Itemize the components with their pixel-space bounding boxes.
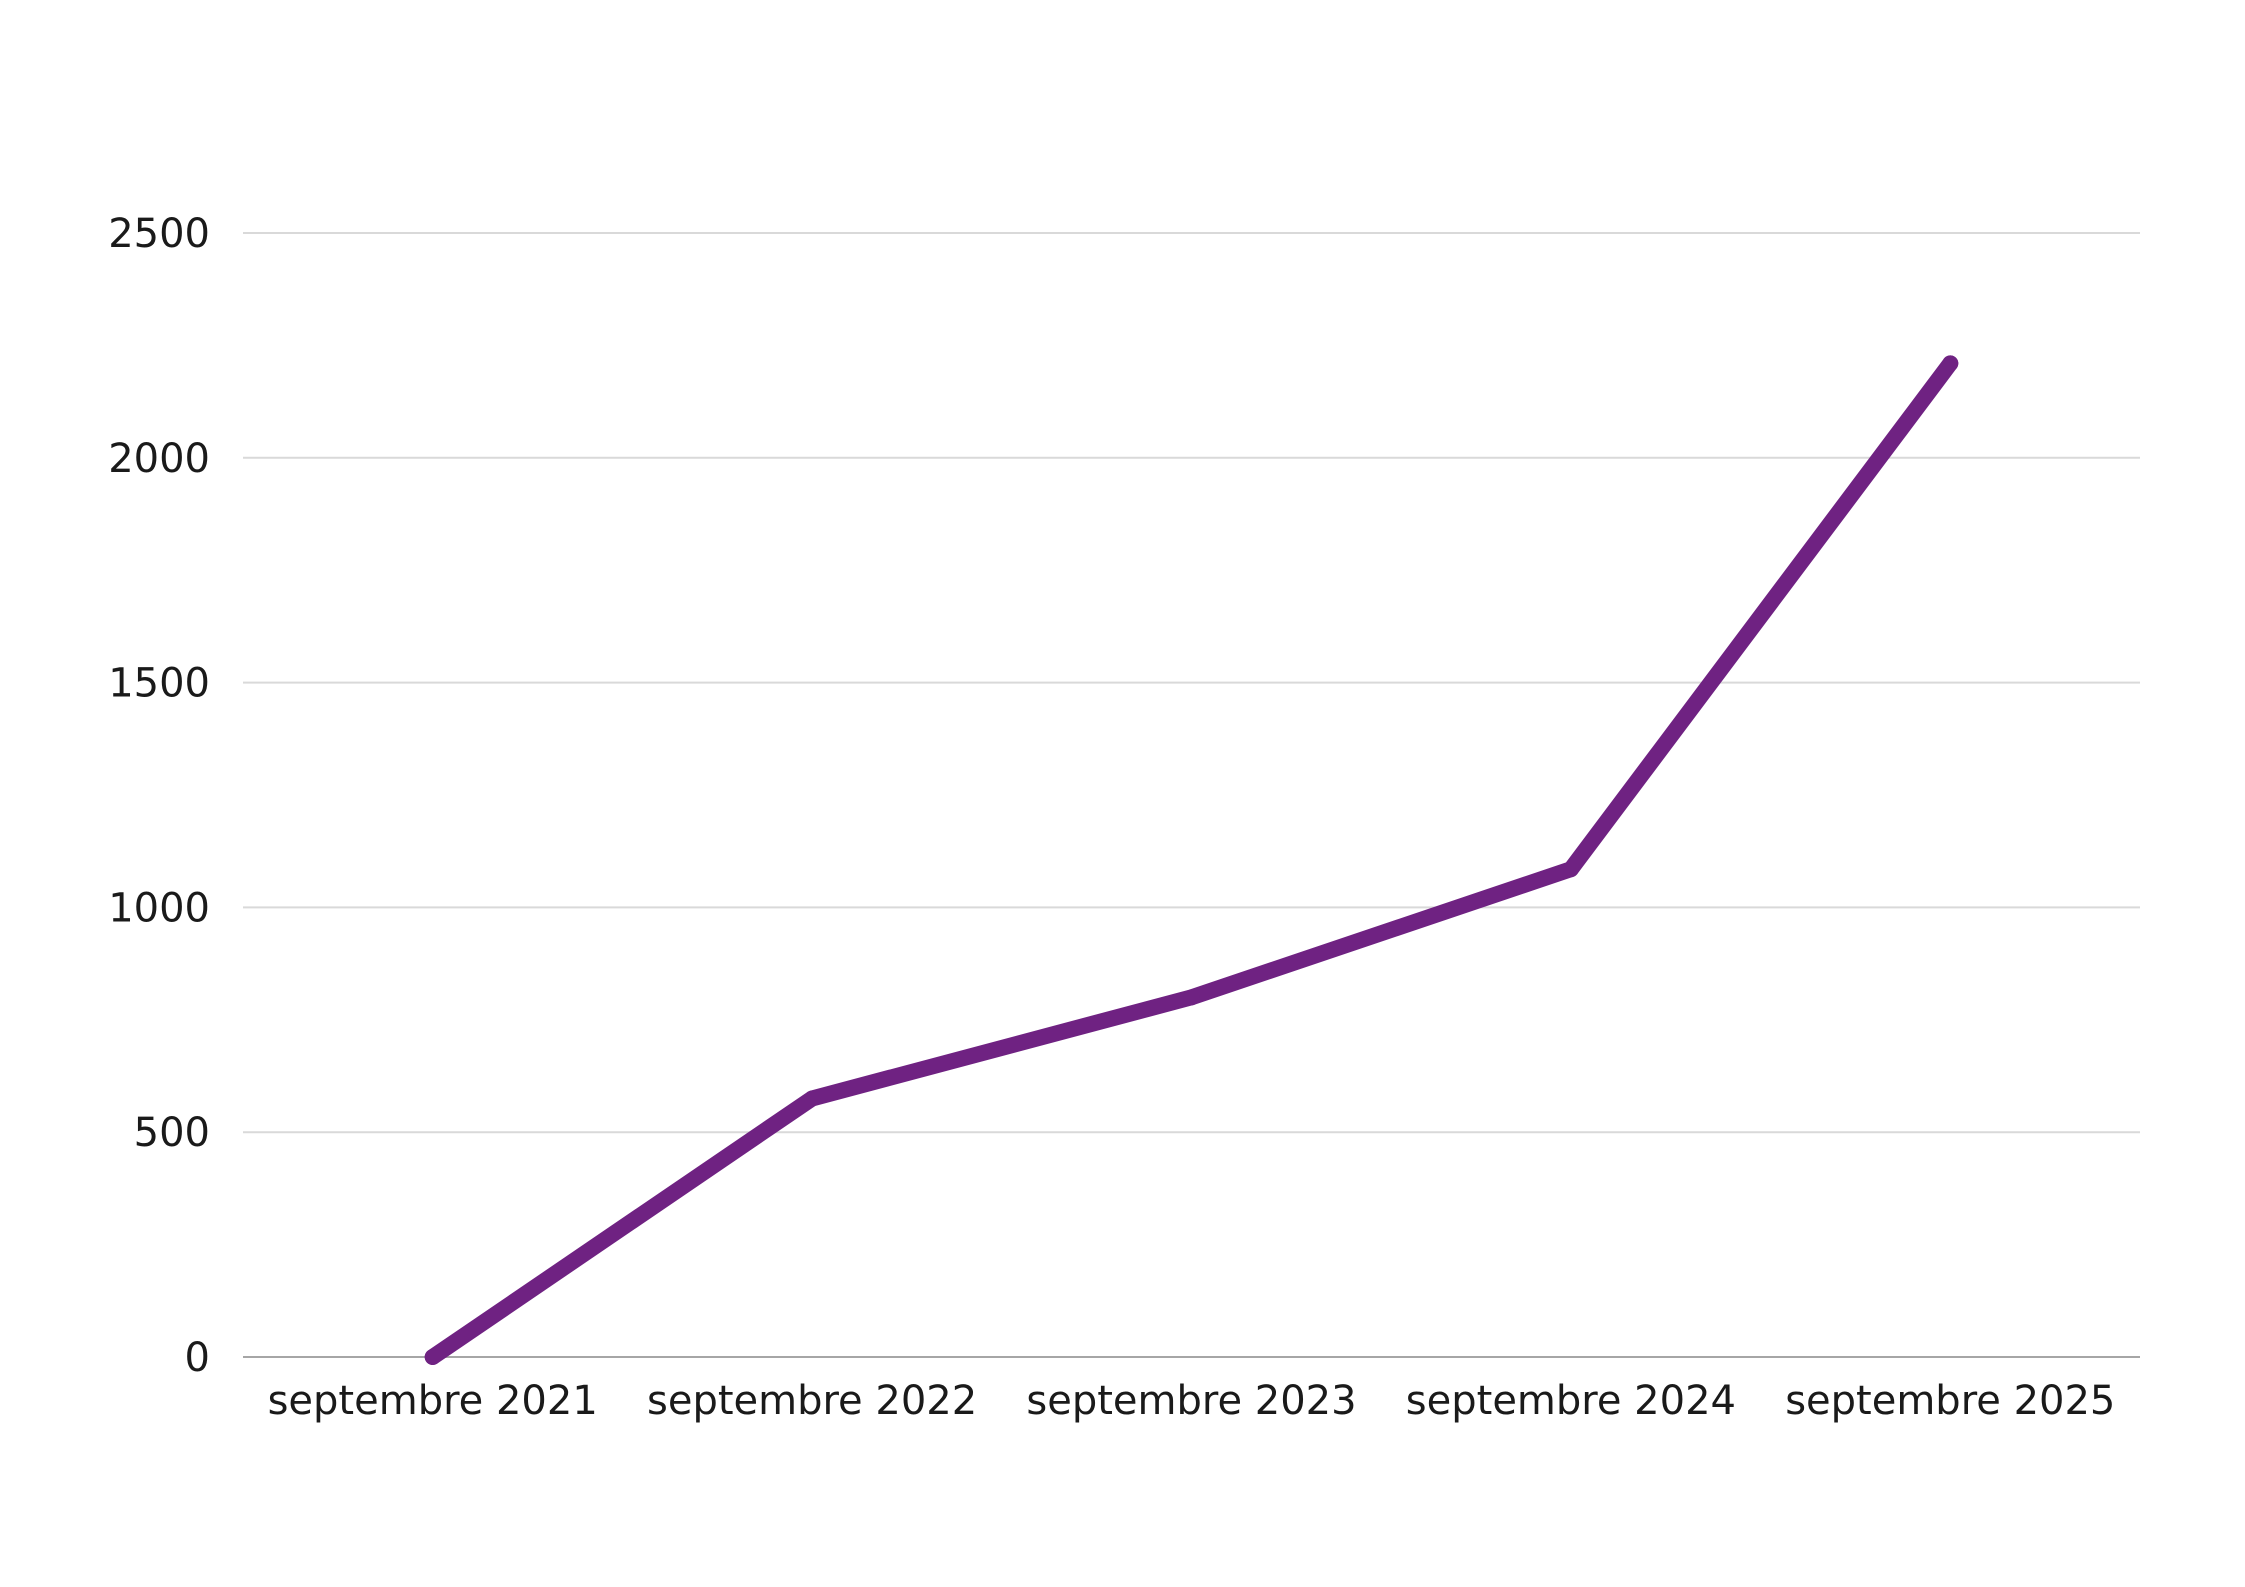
y-tick-label: 2000 [108, 436, 210, 482]
series-line [424, 355, 1959, 1365]
x-tick-label: septembre 2023 [1026, 1378, 1356, 1424]
y-axis-tick-labels: 0 500 1000 1500 2000 2500 [108, 211, 210, 1381]
y-tick-label: 1500 [108, 661, 210, 707]
y-tick-label: 0 [185, 1335, 210, 1381]
x-tick-label: septembre 2024 [1406, 1378, 1736, 1424]
x-tick-label: septembre 2021 [268, 1378, 598, 1424]
y-tick-label: 500 [134, 1110, 210, 1156]
series-layer [424, 355, 1959, 1365]
data-point [1562, 861, 1579, 878]
data-point [804, 1090, 821, 1107]
gridlines [243, 232, 2140, 1134]
y-tick-label: 2500 [108, 211, 210, 257]
data-point [424, 1349, 441, 1365]
x-axis-tick-labels: septembre 2021 septembre 2022 septembre 20… [268, 1378, 2116, 1424]
y-tick-label: 1000 [108, 885, 210, 931]
x-tick-label: septembre 2025 [1785, 1378, 2115, 1424]
x-tick-label: septembre 2022 [647, 1378, 977, 1424]
data-point [1942, 355, 1959, 372]
data-point [1183, 989, 1200, 1006]
